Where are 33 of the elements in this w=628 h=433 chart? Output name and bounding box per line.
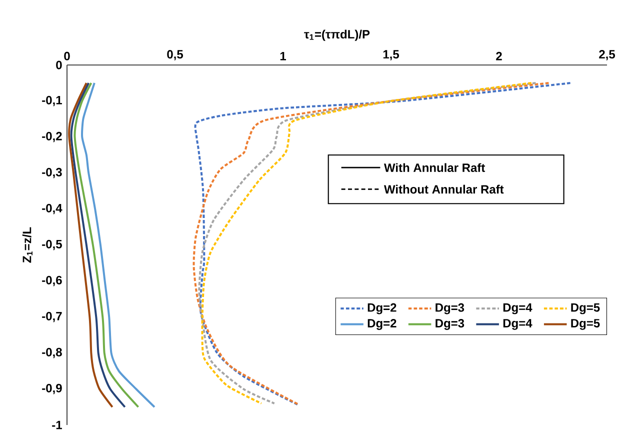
y-tick-label: -0,7	[42, 312, 62, 322]
y-tick-label: -0,4	[42, 204, 62, 214]
y-tick-label: -0,3	[42, 168, 62, 178]
legend-label: Dg=2	[368, 319, 396, 330]
legend-label: Dg=2	[368, 303, 396, 314]
legend-label: Dg=4	[503, 303, 532, 314]
line-series	[74, 82, 140, 408]
annotation: With Annular Raft	[384, 163, 486, 172]
y-tick-label: -0,9	[42, 384, 62, 394]
y-tick-label: -0,6	[42, 276, 62, 286]
line-series	[81, 82, 156, 408]
x-tick-label: 0	[64, 52, 70, 60]
y-tick-label: -0,8	[42, 348, 62, 358]
y-axis-title: Z$_{1}$=z/L	[22, 227, 32, 263]
y-tick-label: -0,2	[42, 132, 62, 142]
annotation: Without Annular Raft	[384, 184, 504, 194]
x-tick-label: 1,5	[383, 50, 400, 60]
x-axis-title: τ$_{1}$=(τπdL)/P	[304, 30, 370, 41]
x-tick-label: 1	[280, 52, 286, 60]
line-series	[68, 82, 114, 408]
legend-label: Dg=3	[436, 319, 464, 330]
y-tick-label: -0,1	[42, 96, 62, 106]
y-tick-label: -1	[52, 420, 62, 430]
line-series	[70, 82, 126, 408]
legend-label: Dg=5	[571, 303, 600, 314]
legend-label: Dg=4	[503, 319, 532, 330]
legend-label: Dg=5	[571, 319, 600, 330]
x-tick-label: 2,5	[599, 50, 616, 60]
y-tick-label: -0,5	[42, 240, 62, 250]
x-tick-label: 2	[496, 52, 502, 60]
legend-label: Dg=3	[436, 303, 464, 314]
y-tick-label: 0	[56, 60, 62, 70]
x-tick-label: 0,5	[167, 50, 184, 60]
